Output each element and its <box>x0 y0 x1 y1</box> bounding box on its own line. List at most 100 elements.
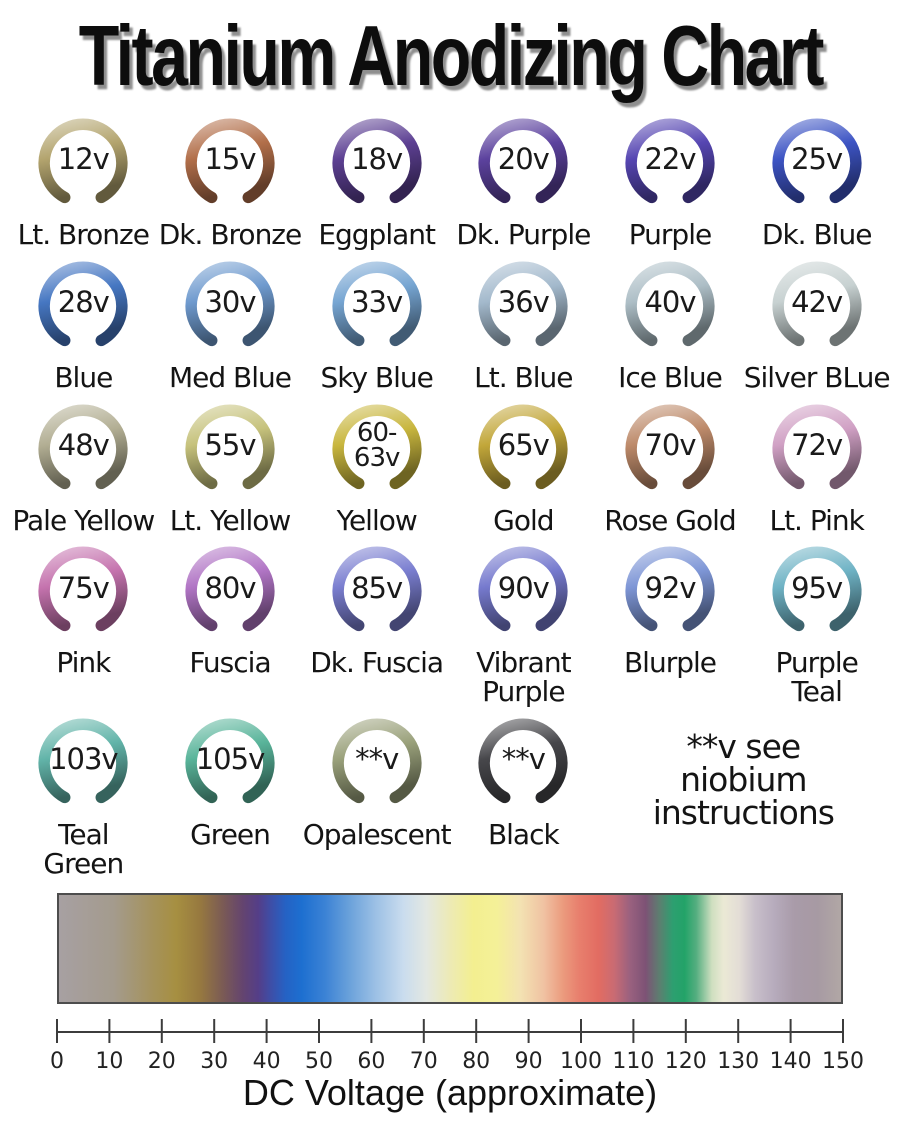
ring-voltage: 85v <box>351 570 403 605</box>
ring-item: 60- 63v Yellow <box>303 398 450 536</box>
ring-color-name: Teal Green <box>43 818 124 880</box>
ring-item: 90v Vibrant Purple <box>450 540 597 707</box>
ring-voltage: **v <box>501 742 546 777</box>
ring-svg <box>478 404 568 489</box>
ring-svg <box>478 718 568 804</box>
axis-tick-label: 50 <box>305 1049 333 1072</box>
ring-item: 25v Dk. Blue <box>743 112 890 250</box>
ring-color-name: Lt. Blue <box>474 360 573 394</box>
ring-color-name: Fuscia <box>189 646 271 680</box>
ring-voltage: 55v <box>204 427 256 462</box>
ring-svg <box>478 261 568 346</box>
ring-color-name: Yellow <box>336 503 418 537</box>
axis-tick-label: 120 <box>665 1049 707 1072</box>
ring-svg <box>772 404 862 489</box>
axis-tick-label: 30 <box>200 1049 228 1072</box>
ring-color-name: Black <box>487 818 560 852</box>
ring-color-name: Lt. Yellow <box>169 503 292 537</box>
anodized-ring-icon: 33v <box>324 255 430 361</box>
ring-svg <box>772 261 862 346</box>
ring-voltage: 15v <box>204 142 256 177</box>
ring-item: 72v Lt. Pink <box>743 398 890 536</box>
ring-voltage: 103v <box>49 742 119 777</box>
title-wrap: Titanium Anodizing Chart <box>0 0 900 110</box>
anodized-ring-icon: 72v <box>764 398 870 504</box>
ring-color-name: Silver BLue <box>743 360 891 394</box>
ring-voltage: 60- 63v <box>353 417 400 473</box>
ring-color-name: Lt. Pink <box>769 503 864 537</box>
anodized-ring-icon: 75v <box>30 540 136 646</box>
ring-voltage: 20v <box>497 142 550 177</box>
ring-item: 65v Gold <box>450 398 597 536</box>
ring-color-name: Blurple <box>623 646 717 680</box>
ring-svg <box>772 547 862 632</box>
ring-svg <box>185 718 275 804</box>
ring-voltage: 40v <box>644 285 696 320</box>
ring-color-name: Dk. Blue <box>761 218 873 251</box>
anodized-ring-icon: 18v <box>324 112 430 218</box>
ring-item: 55v Lt. Yellow <box>157 398 304 536</box>
anodized-ring-icon: 65v <box>470 398 576 504</box>
ring-voltage: 28v <box>57 285 110 320</box>
ring-voltage: 65v <box>497 427 550 462</box>
anodized-ring-icon: 85v <box>324 540 430 646</box>
ring-svg <box>38 718 128 804</box>
ring-voltage: 33v <box>351 285 403 320</box>
anodized-ring-icon: 105v <box>177 712 283 818</box>
anodized-ring-icon: **v <box>324 712 430 818</box>
axis-tick-label: 40 <box>253 1049 281 1072</box>
ring-color-name: Lt. Bronze <box>17 218 150 251</box>
ring-voltage: 42v <box>791 285 843 320</box>
ring-item: 95v Purple Teal <box>743 540 890 707</box>
axis-tick-label: 70 <box>410 1049 438 1072</box>
ring-color-name: Dk. Purple <box>456 218 591 251</box>
axis-tick-label: 80 <box>462 1049 490 1072</box>
ring-svg <box>185 404 275 489</box>
voltage-color-gradient-bar <box>57 893 843 1004</box>
ring-item: 30v Med Blue <box>157 255 304 393</box>
ring-item: 12v Lt. Bronze <box>10 112 157 250</box>
anodized-ring-icon: 55v <box>177 398 283 504</box>
anodized-ring-icon: 25v <box>764 112 870 218</box>
ring-svg <box>38 118 128 204</box>
anodized-ring-icon: 92v <box>617 540 723 646</box>
ring-color-name: Purple Teal <box>775 646 858 709</box>
anodized-ring-icon: 90v <box>470 540 576 646</box>
ring-svg <box>185 261 275 346</box>
anodized-ring-icon: 40v <box>617 255 723 361</box>
ring-voltage: 90v <box>497 570 550 605</box>
page-title: Titanium Anodizing Chart <box>78 7 824 104</box>
ring-color-name: Purple <box>628 218 712 251</box>
anodized-ring-icon: 36v <box>470 255 576 361</box>
ring-voltage: 25v <box>791 142 843 177</box>
voltage-axis: 0 10 20 30 40 50 60 70 80 90 100 110 120 130 140 150 <box>50 1019 864 1072</box>
ring-voltage: 36v <box>497 285 550 320</box>
ring-item: 36v Lt. Blue <box>450 255 597 393</box>
anodized-ring-icon: 30v <box>177 255 283 361</box>
ring-color-name: Green <box>190 818 271 852</box>
ring-item: 40v Ice Blue <box>597 255 744 393</box>
ring-item: 15v Dk. Bronze <box>157 112 304 250</box>
ring-color-name: Ice Blue <box>618 360 723 394</box>
ring-voltage: 80v <box>204 570 256 605</box>
ring-voltage: 105v <box>195 742 266 777</box>
ring-voltage: 22v <box>644 142 696 177</box>
anodized-ring-icon: **v <box>470 712 576 818</box>
anodized-ring-icon: 20v <box>470 112 576 218</box>
ring-voltage: **v <box>355 742 399 777</box>
ring-svg <box>625 261 715 346</box>
ring-voltage: 72v <box>791 427 843 462</box>
ring-item: 33v Sky Blue <box>303 255 450 393</box>
axis-tick-label: 0 <box>50 1049 64 1072</box>
axis-tick-label: 20 <box>148 1049 176 1072</box>
ring-item: **v Black <box>450 712 597 879</box>
ring-voltage: 12v <box>57 142 110 177</box>
ring-svg <box>625 118 715 204</box>
ring-color-name: Dk. Fuscia <box>310 646 444 680</box>
anodized-ring-icon: 80v <box>177 540 283 646</box>
ring-svg <box>185 118 275 204</box>
ring-color-name: Vibrant Purple <box>476 646 571 709</box>
ring-item: 92v Blurple <box>597 540 744 707</box>
ring-svg <box>625 404 715 489</box>
